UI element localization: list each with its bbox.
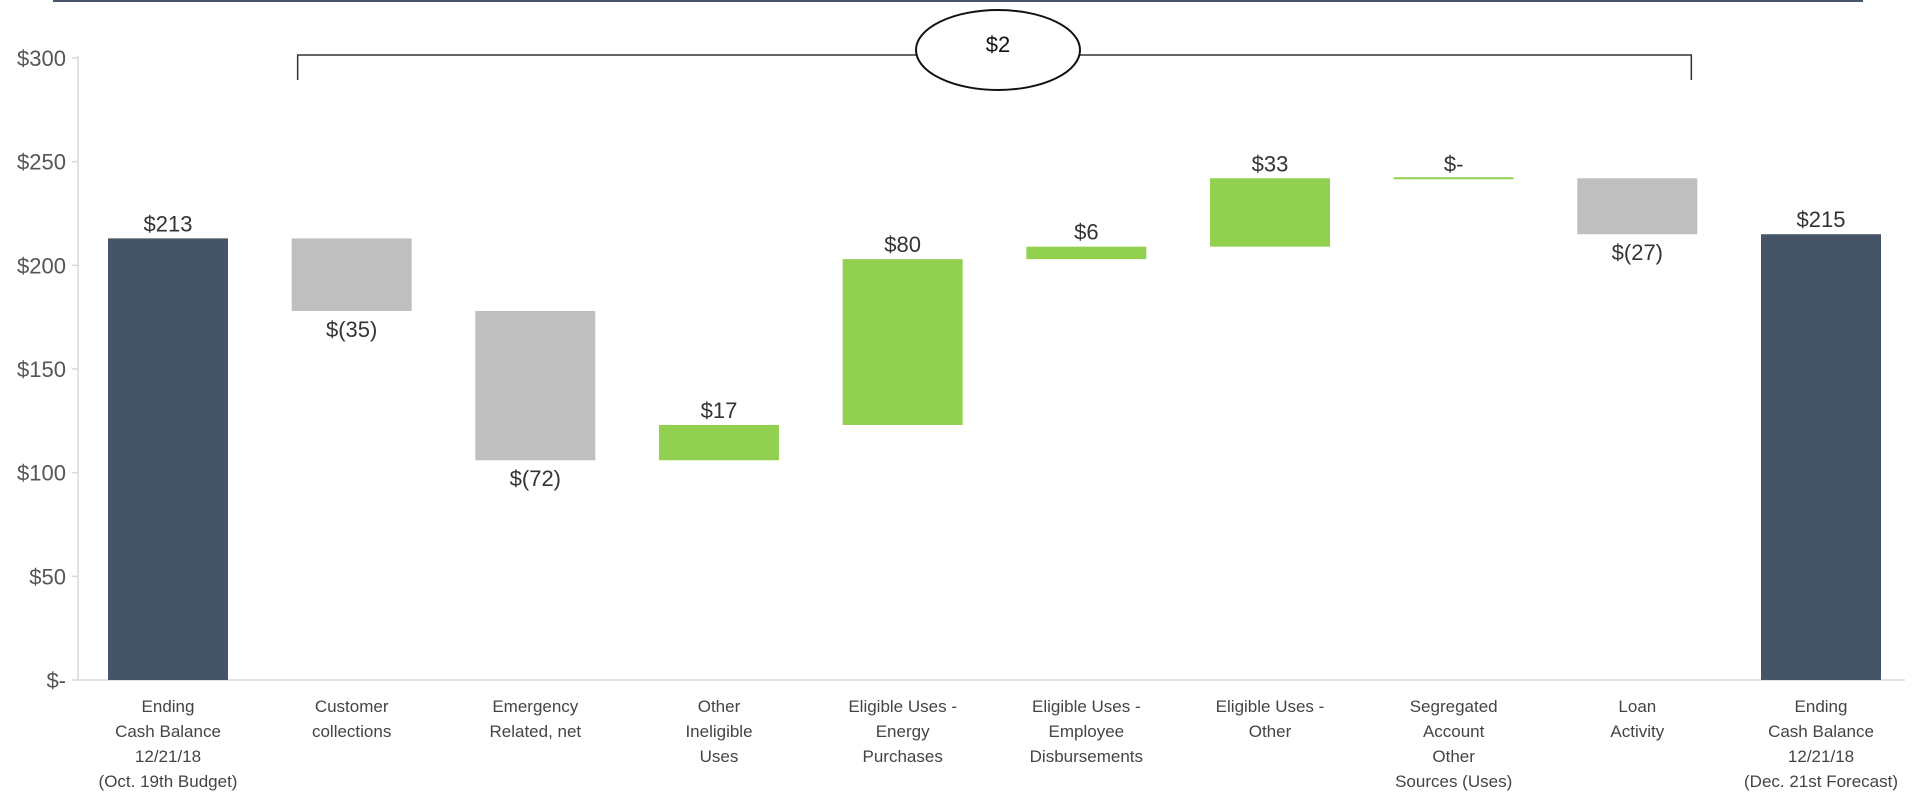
waterfall-bar bbox=[1577, 178, 1698, 235]
y-tick-label: $50 bbox=[29, 564, 66, 589]
bar-value-label: $6 bbox=[1074, 220, 1098, 245]
y-tick-label: $200 bbox=[17, 253, 66, 278]
bar-value-label: $(72) bbox=[510, 466, 561, 491]
bracket-left-line bbox=[296, 54, 916, 80]
category-labels: Ending Cash Balance 12/21/18 (Oct. 19th Bud… bbox=[99, 697, 1898, 791]
category-label: Eligible Uses -Other bbox=[1216, 697, 1325, 741]
category-label: Segregated Account Other Sources (Uses) bbox=[1395, 697, 1512, 791]
bar-value-label: $(27) bbox=[1612, 240, 1663, 265]
net-change-bracket: $2 bbox=[296, 9, 1693, 91]
data-labels: $213 $(35) $(72) $17 $80 $6 $33 $- $(27) $215 bbox=[144, 151, 1846, 491]
waterfall-bar bbox=[291, 238, 412, 311]
bracket-ellipse bbox=[915, 9, 1081, 91]
category-label: Ending Cash Balance 12/21/18 (Oct. 19th Bud… bbox=[99, 697, 238, 791]
category-label: Customer collections bbox=[312, 697, 391, 741]
bars bbox=[108, 177, 1881, 680]
y-axis: $- $50 $100 $150 $200 $250 $300 bbox=[17, 46, 1905, 693]
waterfall-bar bbox=[1761, 234, 1881, 680]
waterfall-bar bbox=[1210, 178, 1330, 247]
waterfall-bar bbox=[1026, 246, 1147, 260]
category-label: Eligible Uses -Employee Disbursements bbox=[1030, 697, 1143, 766]
bar-value-label: $17 bbox=[701, 398, 738, 423]
category-label: Ending Cash Balance 12/21/18 (Dec. 21st For… bbox=[1744, 697, 1898, 791]
bar-value-label: $(35) bbox=[326, 317, 377, 342]
waterfall-bar bbox=[659, 424, 779, 461]
bar-value-label: $213 bbox=[144, 211, 193, 236]
category-label: Other Ineligible Uses bbox=[685, 697, 752, 766]
y-tick-label: $- bbox=[46, 668, 66, 693]
waterfall-bar bbox=[842, 259, 963, 425]
bracket-value-label: $2 bbox=[986, 32, 1010, 57]
y-tick-label: $250 bbox=[17, 150, 66, 175]
y-tick-label: $100 bbox=[17, 461, 66, 486]
bar-value-label: $80 bbox=[884, 232, 921, 257]
bracket-right-line bbox=[1080, 54, 1693, 80]
bar-value-label: $- bbox=[1444, 151, 1464, 176]
y-tick-label: $150 bbox=[17, 357, 66, 382]
waterfall-bar bbox=[108, 238, 228, 680]
category-label: Eligible Uses -Energy Purchases bbox=[848, 697, 957, 766]
waterfall-bar bbox=[475, 310, 596, 461]
bar-value-label: $215 bbox=[1797, 207, 1846, 232]
y-tick-label: $300 bbox=[17, 46, 66, 71]
category-label: Loan Activity bbox=[1610, 697, 1664, 741]
bar-value-label: $33 bbox=[1252, 151, 1289, 176]
category-label: Emergency Related, net bbox=[489, 697, 581, 741]
